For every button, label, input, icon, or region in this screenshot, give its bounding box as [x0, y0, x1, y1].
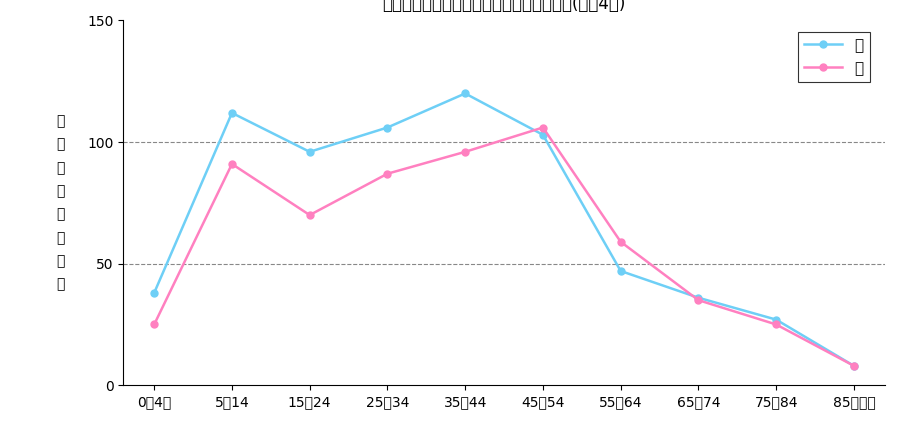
Text: 患: 患: [56, 138, 64, 152]
Text: 千: 千: [56, 231, 64, 245]
男: [849, 363, 859, 368]
Line: 女: 女: [150, 124, 858, 369]
女: [382, 171, 392, 176]
男: [537, 132, 548, 137]
男: [148, 290, 159, 296]
Text: （: （: [56, 208, 64, 222]
女: [693, 298, 704, 303]
男: [693, 295, 704, 300]
女: [304, 212, 315, 218]
Text: 人: 人: [56, 254, 64, 268]
女: [460, 149, 471, 154]
Line: 男: 男: [150, 90, 858, 369]
男: [304, 149, 315, 154]
男: [616, 268, 626, 273]
男: [382, 125, 392, 130]
女: [616, 239, 626, 244]
Text: 者: 者: [56, 161, 64, 175]
女: [537, 125, 548, 130]
男: [227, 110, 238, 115]
Text: 数: 数: [56, 184, 64, 198]
Legend: 男, 女: 男, 女: [798, 32, 869, 82]
女: [148, 322, 159, 327]
男: [770, 317, 781, 322]
Title: アトピー性皮膚炎の年齢別・性別総患者数(令和4年): アトピー性皮膚炎の年齢別・性別総患者数(令和4年): [382, 0, 626, 14]
Text: 総: 総: [56, 114, 64, 128]
女: [770, 322, 781, 327]
Text: ）: ）: [56, 278, 64, 292]
女: [227, 162, 238, 167]
男: [460, 91, 471, 96]
女: [849, 363, 859, 368]
